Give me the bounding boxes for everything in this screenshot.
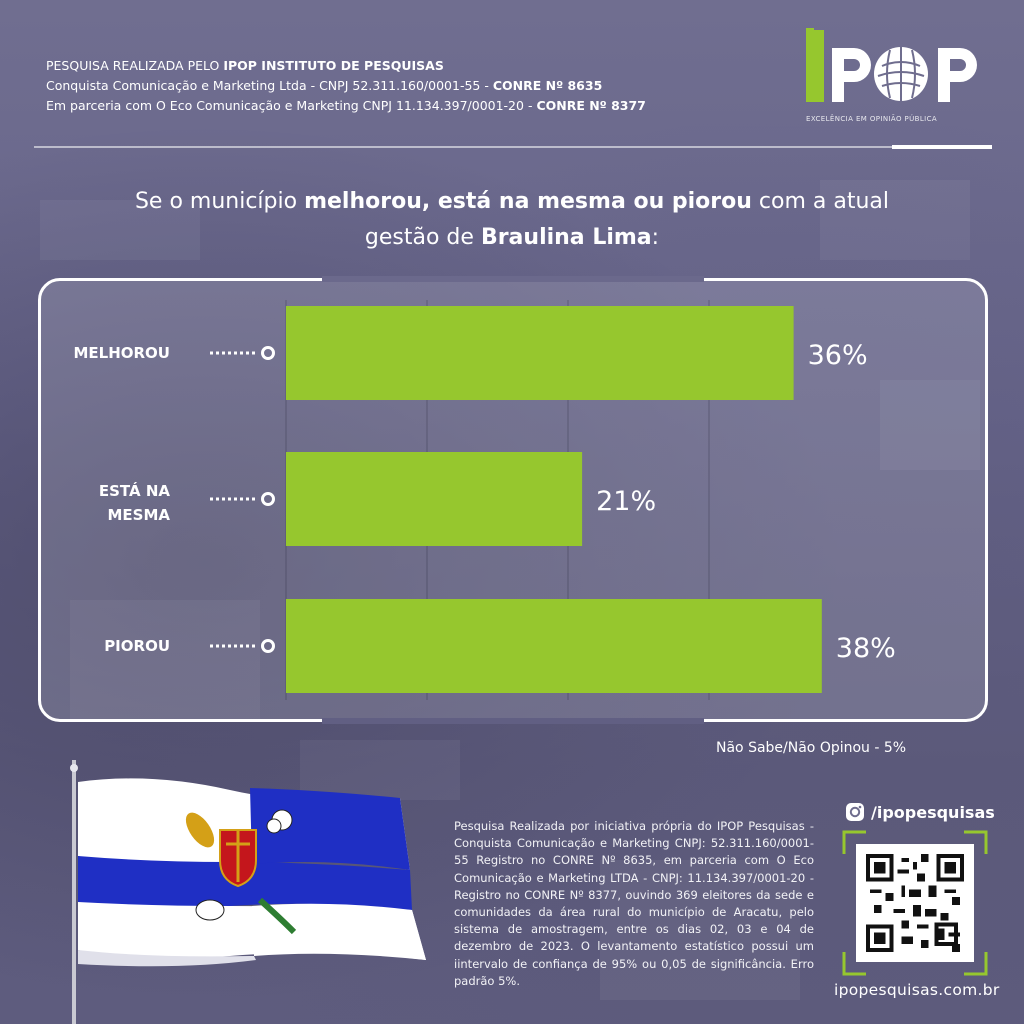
municipal-flag	[70, 760, 426, 1024]
question-text-2: com a atual	[758, 189, 890, 214]
header-line-2-bold: CONRE Nº 8635	[492, 78, 603, 93]
value-label-2: 38%	[836, 633, 896, 664]
ipop-logo	[806, 28, 977, 102]
header-divider	[34, 145, 992, 149]
question-text-3: gestão de	[364, 225, 474, 250]
header-line-3-bold: CONRE Nº 8377	[536, 98, 646, 113]
value-label-1: 21%	[596, 486, 656, 517]
social-handle-text: /ipopesquisas	[871, 802, 995, 822]
qr-code[interactable]	[856, 844, 974, 962]
bar-1	[286, 452, 583, 546]
question-text-1: Se o município	[134, 189, 298, 214]
category-label-1: ESTÁ NA MESMA	[98, 482, 170, 524]
connector-dot-2	[261, 639, 275, 653]
survey-header: PESQUISA REALIZADA PELO IPOP INSTITUTO D…	[46, 56, 646, 116]
category-label-0: MELHOROU	[73, 344, 170, 362]
header-line-2: Conquista Comunicação e Marketing Ltda -…	[46, 76, 646, 96]
header-line-1-text: PESQUISA REALIZADA PELO	[46, 58, 220, 73]
no-opinion-note: Não Sabe/Não Opinou - 5%	[716, 740, 907, 756]
header-line-1: PESQUISA REALIZADA PELO IPOP INSTITUTO D…	[46, 56, 646, 76]
methodology-text: Pesquisa Realizada por iniciativa própri…	[454, 819, 814, 988]
connector-dot-0	[261, 346, 275, 360]
header-line-2-text: Conquista Comunicação e Marketing Ltda -…	[46, 78, 489, 93]
website-link[interactable]: ipopesquisas.com.br	[834, 981, 1000, 999]
question-bold-1: melhorou, está na mesma ou piorou	[304, 189, 752, 214]
connector-dot-1	[261, 492, 275, 506]
qr-frame	[842, 830, 988, 976]
header-line-1-bold: IPOP INSTITUTO DE PESQUISAS	[223, 58, 444, 73]
instagram-icon	[846, 803, 864, 821]
logo-tagline: EXCELÊNCIA EM OPINIÃO PÚBLICA	[806, 115, 938, 123]
bar-0	[286, 306, 794, 400]
social-handle[interactable]: /ipopesquisas	[845, 802, 995, 822]
bar-2	[286, 599, 822, 693]
category-label-2: PIOROU	[104, 637, 170, 655]
question-bold-candidate: Braulina Lima	[480, 225, 652, 250]
question-colon: :	[651, 225, 660, 250]
survey-question: Se o município melhorou, está na mesma o…	[60, 184, 964, 256]
panel-gap-top	[322, 276, 704, 282]
header-line-3: Em parceria com O Eco Comunicação e Mark…	[46, 96, 646, 116]
header-line-3-text: Em parceria com O Eco Comunicação e Mark…	[46, 98, 533, 113]
qr-code-pattern	[866, 854, 964, 952]
value-label-0: 36%	[808, 340, 868, 371]
header-divider-accent	[892, 145, 992, 149]
panel-gap-bottom	[322, 718, 704, 724]
